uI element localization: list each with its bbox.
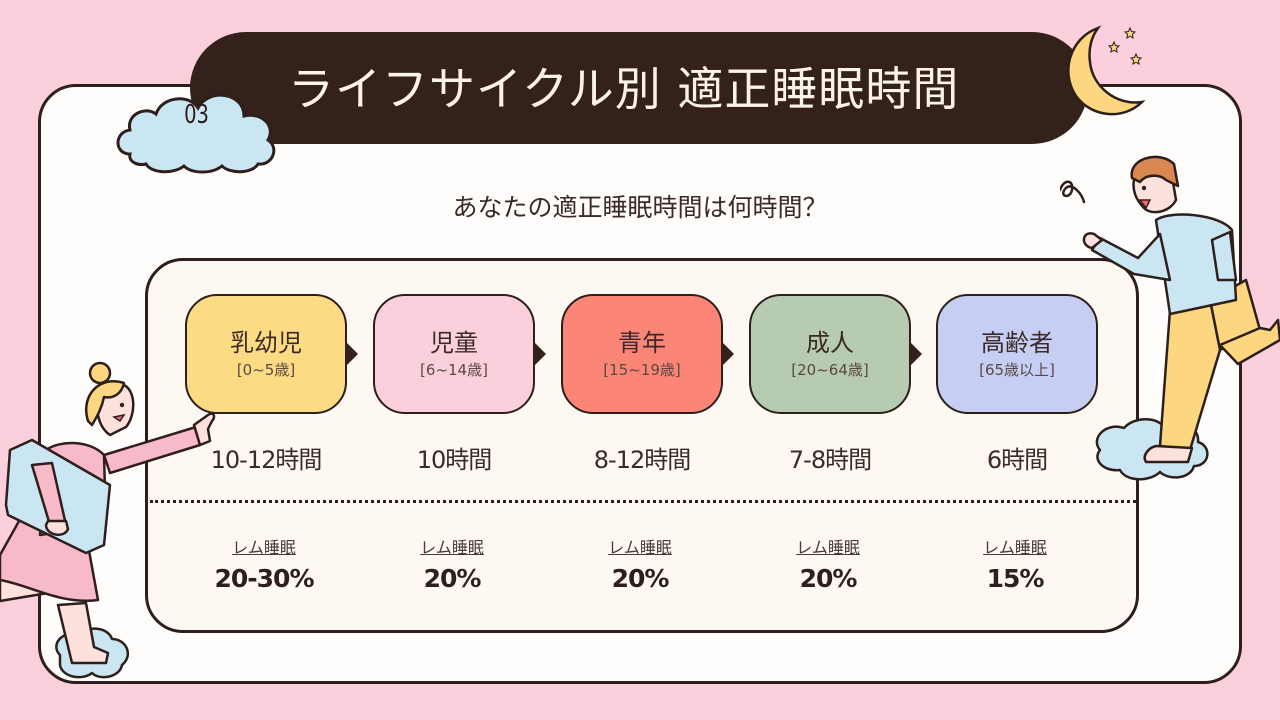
rem-percentage: 15%	[986, 564, 1045, 593]
stage-card-child: 児童 [6~14歳]	[373, 294, 535, 414]
rem-label: レム睡眠	[232, 538, 296, 557]
stage-name: 青年	[618, 329, 666, 357]
arrow-right-icon	[346, 342, 358, 366]
sleep-hours: 10-12時間	[210, 446, 323, 474]
rem-label: レム睡眠	[796, 538, 860, 557]
section-number: 03	[184, 100, 209, 130]
dotted-divider	[150, 500, 1136, 503]
stage-card-elderly: 高齢者 [65歳以上]	[936, 294, 1098, 414]
sleep-hours: 8-12時間	[593, 446, 691, 474]
rem-label: レム睡眠	[608, 538, 672, 557]
arrow-right-icon	[534, 342, 546, 366]
stage-name: 児童	[430, 329, 478, 357]
man-running-illustration	[1060, 150, 1280, 490]
stage-card-infant: 乳幼児 [0~5歳]	[185, 294, 347, 414]
rem-label: レム睡眠	[983, 538, 1047, 557]
stage-card-adult: 成人 [20~64歳]	[749, 294, 911, 414]
moon-icon	[1058, 24, 1148, 120]
stage-name: 成人	[806, 329, 854, 357]
stage-age: [15~19歳]	[603, 361, 681, 379]
stage-age: [20~64歳]	[791, 361, 869, 379]
sleep-hours: 6時間	[986, 446, 1048, 474]
stage-age: [6~14歳]	[420, 361, 488, 379]
stage-name: 高齢者	[981, 329, 1053, 357]
title-bar	[190, 32, 1088, 144]
rem-label: レム睡眠	[420, 538, 484, 557]
stage-name: 乳幼児	[230, 329, 302, 357]
cloud-icon	[112, 74, 282, 174]
sleep-hours: 7-8時間	[788, 446, 872, 474]
rem-percentage: 20%	[611, 564, 670, 593]
rem-percentage: 20%	[799, 564, 858, 593]
stars-icon	[1100, 26, 1160, 76]
page-title: ライフサイクル別 適正睡眠時間	[288, 62, 960, 116]
stage-age: [65歳以上]	[979, 361, 1055, 379]
woman-with-pillow-illustration	[0, 355, 230, 720]
stage-age: [0~5歳]	[236, 361, 296, 379]
rem-percentage: 20-30%	[214, 564, 314, 593]
arrow-right-icon	[910, 342, 922, 366]
rem-percentage: 20%	[423, 564, 482, 593]
arrow-right-icon	[722, 342, 734, 366]
sleep-hours: 10時間	[416, 446, 493, 474]
subtitle: あなたの適正睡眠時間は何時間？	[452, 193, 828, 222]
stage-card-youth: 青年 [15~19歳]	[561, 294, 723, 414]
